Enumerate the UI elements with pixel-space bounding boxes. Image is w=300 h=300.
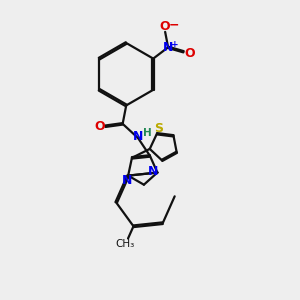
Text: O: O — [184, 47, 195, 60]
Text: −: − — [169, 19, 179, 32]
Text: N: N — [133, 130, 143, 142]
Text: +: + — [171, 40, 178, 49]
Text: CH₃: CH₃ — [116, 239, 135, 249]
Text: H: H — [143, 128, 152, 138]
Text: S: S — [154, 122, 163, 135]
Text: O: O — [160, 20, 170, 33]
Text: N: N — [163, 41, 173, 54]
Text: O: O — [95, 120, 105, 133]
Text: N: N — [148, 165, 158, 178]
Text: N: N — [122, 174, 132, 187]
